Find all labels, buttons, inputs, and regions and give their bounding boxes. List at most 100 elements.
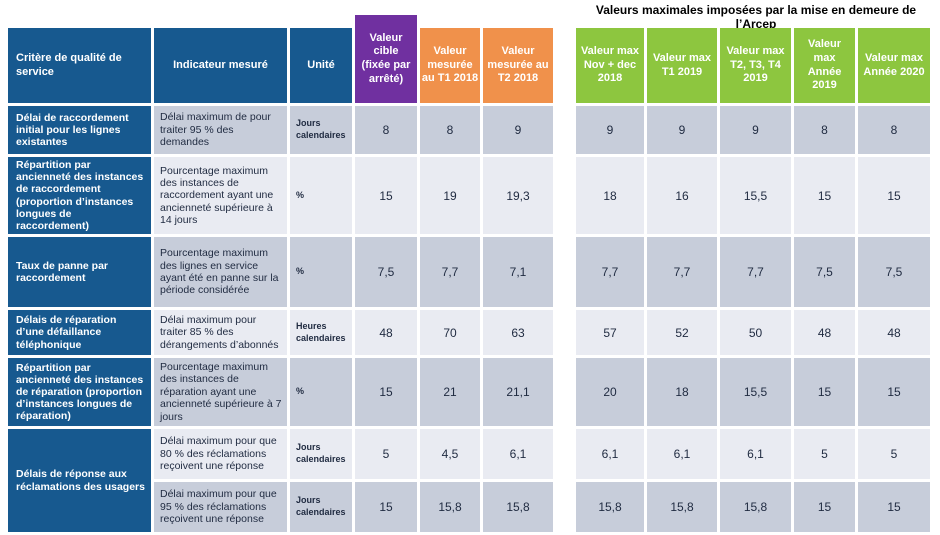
unit-cell: Jours calendaires (290, 482, 352, 533)
valeur-cible-label: Valeur cible (fixée par arrêté) (355, 15, 417, 103)
max-value-cell: 18 (576, 157, 644, 235)
column-gap (556, 429, 573, 480)
col-header-valeur-cible: Valeur cible (fixée par arrêté) (355, 15, 417, 103)
max-value-cell: 9 (647, 106, 717, 154)
unit-cell: Jours calendaires (290, 106, 352, 154)
max-value-cell: 5 (794, 429, 855, 480)
unit-cell: Jours calendaires (290, 429, 352, 480)
max-value-cell: 15,8 (576, 482, 644, 533)
column-gap (556, 28, 573, 103)
max-value-cell: 7,7 (647, 237, 717, 308)
max-value-cell: 20 (576, 358, 644, 427)
max-value-cell: 6,1 (720, 429, 791, 480)
criteria-cell: Taux de panne par raccordement (8, 237, 151, 308)
target-value-cell: 8 (355, 106, 417, 154)
col-header-t2-2018: Valeur mesurée au T2 2018 (483, 28, 553, 103)
max-value-cell: 15,8 (720, 482, 791, 533)
column-gap (556, 237, 573, 308)
target-value-cell: 5 (355, 429, 417, 480)
col-header-max-novdec-2018: Valeur max Nov + dec 2018 (576, 28, 644, 103)
max-value-cell: 15 (858, 157, 930, 235)
unit-cell: Heures calendaires (290, 310, 352, 356)
table-row: Délais de réponse aux réclamations des u… (8, 429, 930, 533)
max-value-cell: 50 (720, 310, 791, 356)
table-row: Taux de panne par raccordement Pourcenta… (8, 237, 930, 308)
measured-t1-cell: 15,8 (420, 482, 480, 533)
max-value-cell: 15 (858, 358, 930, 427)
table-row: Répartition par ancienneté des instances… (8, 157, 930, 235)
max-value-cell: 15 (794, 358, 855, 427)
indicator-cell: Pourcentage maximum des instances de rép… (154, 358, 287, 427)
col-header-max-annee-2020: Valeur max Année 2020 (858, 28, 930, 103)
criteria-cell: Délais de réparation d’une défaillance t… (8, 310, 151, 356)
col-header-max-t1-2019: Valeur max T1 2019 (647, 28, 717, 103)
measured-t1-cell: 19 (420, 157, 480, 235)
measured-t1-cell: 8 (420, 106, 480, 154)
table-row: Délais de réparation d’une défaillance t… (8, 310, 930, 356)
unit-cell: % (290, 358, 352, 427)
criteria-cell: Répartition par ancienneté des instances… (8, 358, 151, 427)
target-value-cell: 7,5 (355, 237, 417, 308)
max-value-cell: 8 (794, 106, 855, 154)
target-value-cell: 15 (355, 157, 417, 235)
measured-t1-cell: 21 (420, 358, 480, 427)
header-row: Critère de qualité de service Indicateur… (8, 15, 930, 103)
max-value-cell: 15,5 (720, 358, 791, 427)
target-value-cell: 15 (355, 482, 417, 533)
max-value-cell: 5 (858, 429, 930, 480)
measured-t1-cell: 4,5 (420, 429, 480, 480)
measured-t2-cell: 7,1 (483, 237, 553, 308)
col-header-unite: Unité (290, 28, 352, 103)
max-value-cell: 8 (858, 106, 930, 154)
max-value-cell: 15 (794, 482, 855, 533)
max-value-cell: 48 (794, 310, 855, 356)
max-value-cell: 16 (647, 157, 717, 235)
unit-cell: % (290, 157, 352, 235)
max-value-cell: 7,7 (576, 237, 644, 308)
col-header-max-t2t3t4-2019: Valeur max T2, T3, T4 2019 (720, 28, 791, 103)
max-value-cell: 6,1 (576, 429, 644, 480)
measured-t2-cell: 9 (483, 106, 553, 154)
table-row: Délai de raccordement initial pour les l… (8, 106, 930, 154)
column-gap (556, 310, 573, 356)
indicator-cell: Délai maximum pour traiter 85 % des déra… (154, 310, 287, 356)
criteria-cell: Délais de réponse aux réclamations des u… (8, 429, 151, 533)
indicator-cell: Délai maximum pour que 80 % des réclamat… (154, 429, 287, 480)
measured-t2-cell: 63 (483, 310, 553, 356)
max-value-cell: 18 (647, 358, 717, 427)
max-value-cell: 52 (647, 310, 717, 356)
unit-cell: % (290, 237, 352, 308)
quality-of-service-table: Critère de qualité de service Indicateur… (5, 15, 933, 535)
indicator-cell: Délai maximum de pour traiter 95 % des d… (154, 106, 287, 154)
measured-t2-cell: 19,3 (483, 157, 553, 235)
max-value-cell: 9 (576, 106, 644, 154)
arcep-section-title: Valeurs maximales imposées par la mise e… (595, 3, 917, 31)
max-value-cell: 48 (858, 310, 930, 356)
col-header-t1-2018: Valeur mesurée au T1 2018 (420, 28, 480, 103)
max-value-cell: 15,8 (647, 482, 717, 533)
max-value-cell: 6,1 (647, 429, 717, 480)
indicator-cell: Pourcentage maximum des lignes en servic… (154, 237, 287, 308)
max-value-cell: 57 (576, 310, 644, 356)
col-header-critere: Critère de qualité de service (8, 28, 151, 103)
indicator-cell: Délai maximum pour que 95 % des réclamat… (154, 482, 287, 533)
measured-t2-cell: 6,1 (483, 429, 553, 480)
target-value-cell: 15 (355, 358, 417, 427)
measured-t1-cell: 70 (420, 310, 480, 356)
target-value-cell: 48 (355, 310, 417, 356)
max-value-cell: 15 (794, 157, 855, 235)
measured-t1-cell: 7,7 (420, 237, 480, 308)
max-value-cell: 9 (720, 106, 791, 154)
measured-t2-cell: 15,8 (483, 482, 553, 533)
col-header-indicateur: Indicateur mesuré (154, 28, 287, 103)
table-row: Délai maximum pour que 95 % des réclamat… (8, 482, 930, 533)
indicator-cell: Pourcentage maximum des instances de rac… (154, 157, 287, 235)
max-value-cell: 7,7 (720, 237, 791, 308)
criteria-cell: Délai de raccordement initial pour les l… (8, 106, 151, 154)
max-value-cell: 7,5 (794, 237, 855, 308)
column-gap (556, 482, 573, 533)
criteria-cell: Répartition par ancienneté des instances… (8, 157, 151, 235)
column-gap (556, 157, 573, 235)
max-value-cell: 15,5 (720, 157, 791, 235)
col-header-max-annee-2019: Valeur max Année 2019 (794, 28, 855, 103)
